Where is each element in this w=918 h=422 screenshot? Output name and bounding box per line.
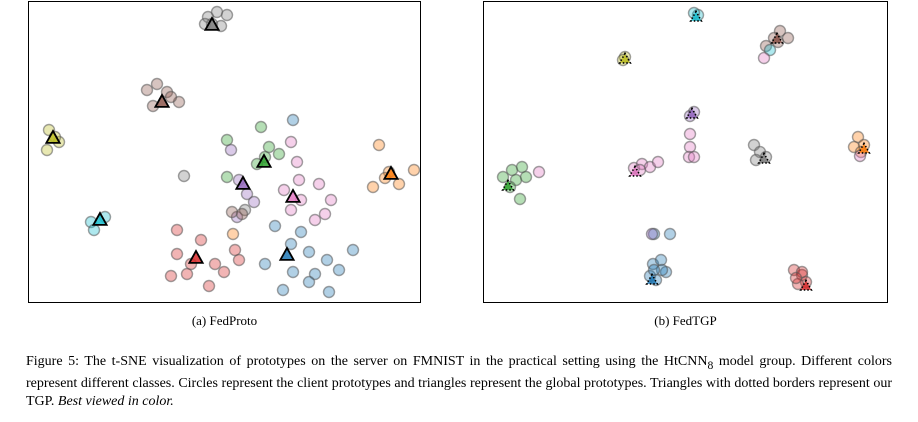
- client-prototype-circle: [150, 77, 164, 91]
- client-prototype-circle: [519, 170, 533, 184]
- tgp-global-prototype-triangle: [618, 51, 632, 64]
- global-prototype-triangle: [44, 129, 62, 144]
- tgp-global-prototype-triangle: [628, 164, 642, 177]
- tgp-global-prototype-triangle: [501, 178, 515, 191]
- client-prototype-circle: [789, 271, 803, 285]
- client-prototype-circle: [224, 143, 238, 157]
- client-prototype-circle: [225, 205, 239, 219]
- client-prototype-circle: [170, 223, 184, 237]
- global-prototype-triangle: [91, 211, 109, 226]
- client-prototype-circle: [40, 143, 54, 157]
- caption-text-part2: model group. Different colors represent …: [26, 354, 892, 409]
- client-prototype-circle: [276, 283, 290, 297]
- client-prototype-circle: [217, 265, 231, 279]
- client-prototype-circle: [268, 219, 282, 233]
- subcaption-fedproto: (a) FedProto: [191, 313, 258, 328]
- client-prototype-circle: [286, 265, 300, 279]
- client-prototype-circle: [532, 165, 546, 179]
- client-prototype-circle: [654, 253, 668, 267]
- client-prototype-circle: [392, 177, 406, 191]
- client-prototype-circle: [366, 180, 380, 194]
- client-prototype-circle: [687, 150, 701, 164]
- client-prototype-circle: [87, 223, 101, 237]
- client-prototype-circle: [308, 213, 322, 227]
- caption-emphasis: Best viewed in color.: [57, 393, 174, 409]
- client-prototype-circle: [645, 227, 659, 241]
- client-prototype-circle: [210, 5, 224, 19]
- client-prototype-circle: [663, 227, 677, 241]
- client-prototype-circle: [683, 127, 697, 141]
- global-prototype-triangle: [187, 249, 205, 264]
- client-prototype-circle: [140, 83, 154, 97]
- client-prototype-circle: [651, 155, 665, 169]
- client-prototype-circle: [284, 237, 298, 251]
- client-prototype-circle: [372, 138, 386, 152]
- fedproto-scatter-panel: [28, 1, 421, 303]
- client-prototype-circle: [258, 257, 272, 271]
- client-prototype-circle: [318, 207, 332, 221]
- client-prototype-circle: [277, 183, 291, 197]
- client-prototype-circle: [286, 113, 300, 127]
- client-prototype-circle: [757, 51, 771, 65]
- client-prototype-circle: [284, 203, 298, 217]
- client-prototype-circle: [220, 8, 234, 22]
- client-prototype-circle: [254, 120, 268, 134]
- client-prototype-circle: [235, 207, 249, 221]
- client-prototype-circle: [320, 253, 334, 267]
- client-prototype-circle: [228, 243, 242, 257]
- client-prototype-circle: [194, 233, 208, 247]
- global-prototype-triangle: [255, 153, 273, 168]
- client-prototype-circle: [496, 170, 510, 184]
- client-prototype-circle: [177, 169, 191, 183]
- tgp-global-prototype-triangle: [770, 31, 784, 44]
- client-prototype-circle: [164, 269, 178, 283]
- tgp-global-prototype-triangle: [757, 151, 771, 164]
- fedtgp-scatter-panel: [483, 1, 888, 303]
- client-prototype-circle: [332, 263, 346, 277]
- global-prototype-triangle: [278, 246, 296, 261]
- tgp-global-prototype-triangle: [689, 9, 703, 22]
- client-prototype-circle: [272, 147, 286, 161]
- client-prototype-circle: [292, 173, 306, 187]
- client-prototype-circle: [302, 275, 316, 289]
- client-prototype-circle: [294, 225, 308, 239]
- client-prototype-circle: [170, 247, 184, 261]
- figure-label: Figure 5:: [26, 354, 80, 369]
- client-prototype-circle: [324, 193, 338, 207]
- client-prototype-circle: [647, 263, 661, 277]
- fedproto-tsne-plot: [40, 5, 420, 299]
- client-prototype-circle: [220, 170, 234, 184]
- client-prototype-circle: [208, 257, 222, 271]
- client-prototype-circle: [180, 267, 194, 281]
- global-prototype-triangle: [203, 16, 221, 31]
- global-prototype-triangle: [234, 175, 252, 190]
- global-prototype-triangle: [153, 93, 171, 108]
- subcaption-fedtgp: (b) FedTGP: [654, 313, 717, 328]
- client-prototype-circle: [322, 285, 336, 299]
- client-prototype-circle: [226, 227, 240, 241]
- tgp-global-prototype-triangle: [685, 106, 699, 119]
- client-prototype-circle: [513, 192, 527, 206]
- client-prototype-circle: [312, 177, 326, 191]
- caption-text-part1: The t-SNE visualization of prototypes on…: [79, 354, 708, 369]
- client-prototype-circle: [284, 135, 298, 149]
- client-prototype-circle: [302, 245, 316, 259]
- global-prototype-triangle: [284, 188, 302, 203]
- client-prototype-circle: [290, 155, 304, 169]
- figure-caption: Figure 5: The t-SNE visualization of pro…: [26, 353, 892, 411]
- caption-subscript: 8: [707, 358, 714, 372]
- global-prototype-triangle: [382, 165, 400, 180]
- tgp-global-prototype-triangle: [645, 272, 659, 285]
- fedtgp-tsne-plot: [496, 6, 871, 291]
- client-prototype-circle: [346, 243, 360, 257]
- client-prototype-circle: [164, 90, 178, 104]
- client-prototype-circle: [202, 279, 216, 293]
- tgp-global-prototype-triangle: [799, 278, 813, 291]
- client-prototype-circle: [407, 163, 420, 177]
- tgp-global-prototype-triangle: [857, 141, 871, 154]
- client-prototype-circle: [247, 195, 261, 209]
